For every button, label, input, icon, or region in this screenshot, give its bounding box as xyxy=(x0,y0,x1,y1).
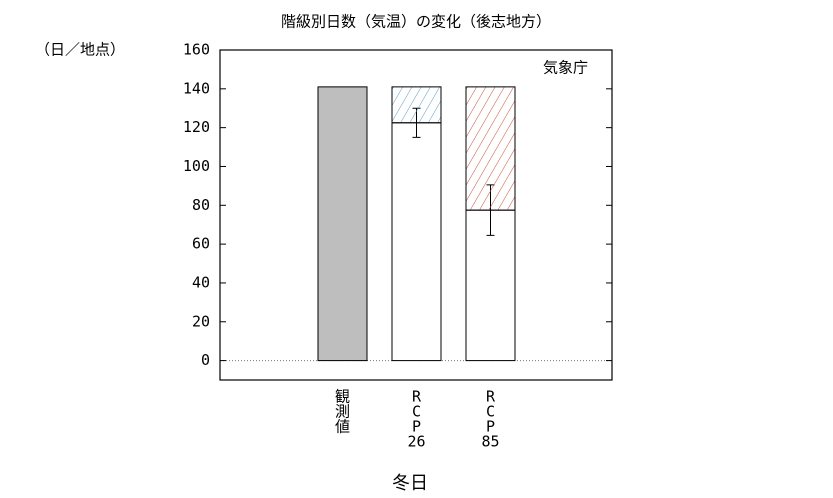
bar-segment xyxy=(391,122,442,362)
bar-segment xyxy=(317,86,368,362)
x-tick-label: 26 xyxy=(407,433,425,451)
chart-title: 階級別日数（気温）の変化（後志地方） xyxy=(281,13,551,31)
y-tick-label: 0 xyxy=(201,351,210,369)
x-tick-label: C xyxy=(486,403,495,421)
y-tick-label: 160 xyxy=(183,41,210,59)
x-tick-label: R xyxy=(412,388,422,406)
y-unit: （日／地点） xyxy=(35,41,125,59)
x-tick-label: 85 xyxy=(481,433,499,451)
y-tick-label: 60 xyxy=(192,235,210,253)
x-tick-label: R xyxy=(486,388,496,406)
y-tick-label: 20 xyxy=(192,312,210,330)
bar-segment xyxy=(391,86,442,124)
x-tick-label: 値 xyxy=(335,418,350,436)
x-tick-label: 測 xyxy=(335,403,350,421)
y-tick-label: 40 xyxy=(192,273,210,291)
x-tick-label: 観 xyxy=(335,388,350,406)
plot-frame xyxy=(219,49,613,381)
x-label: 冬日 xyxy=(392,473,428,494)
y-tick-label: 80 xyxy=(192,196,210,214)
x-tick-label: P xyxy=(486,418,495,436)
y-tick-label: 140 xyxy=(183,79,210,97)
y-tick-label: 100 xyxy=(183,157,210,175)
x-tick-label: P xyxy=(412,418,421,436)
bar-segment xyxy=(465,86,516,211)
source: 気象庁 xyxy=(543,59,588,77)
y-tick-label: 120 xyxy=(183,118,210,136)
x-tick-label: C xyxy=(412,403,421,421)
